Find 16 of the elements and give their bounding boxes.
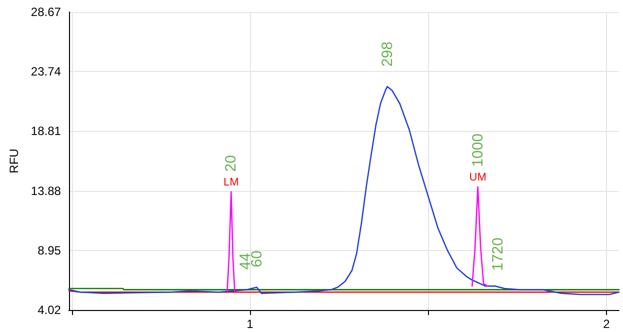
- y-tick-label: 23.74: [30, 64, 62, 79]
- y-tick-label: 18.81: [30, 124, 62, 138]
- annotation: 1000: [469, 134, 486, 167]
- annotation: 20: [222, 155, 240, 172]
- annotation: 298: [378, 42, 396, 67]
- y-tick-label: 28.67: [30, 5, 62, 19]
- y-tick-label: 4.02: [38, 303, 62, 317]
- y-tick-label: 13.88: [30, 184, 62, 198]
- data-label: UM: [469, 171, 486, 184]
- data-label: LM: [223, 176, 239, 188]
- x-tick-label: 1: [246, 317, 254, 331]
- x-tick-label: 2: [603, 317, 610, 331]
- line-series: [68, 86, 620, 296]
- y-tick-label: 8.95: [38, 243, 62, 258]
- annotation: 1720: [489, 238, 506, 271]
- y-axis-title: RFU: [7, 148, 21, 174]
